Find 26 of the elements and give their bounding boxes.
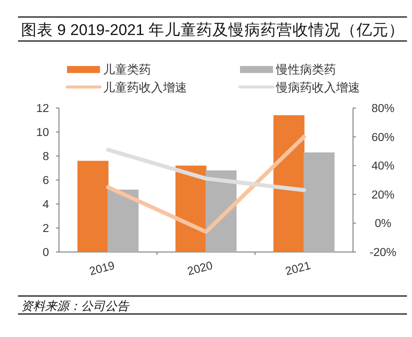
y-tick-label: 0 bbox=[42, 247, 49, 259]
y-tick-label: 12 bbox=[36, 103, 49, 115]
legend-label: 儿童药收入增速 bbox=[103, 80, 187, 94]
y2-tick-label: 0% bbox=[374, 218, 392, 230]
y-tick-label: 4 bbox=[42, 199, 50, 211]
bar bbox=[304, 152, 335, 252]
chart-title: 图表 9 2019-2021 年儿童药及慢病药营收情况（亿元） bbox=[21, 21, 405, 39]
y-tick-label: 2 bbox=[42, 223, 49, 235]
x-tick-label: 2021 bbox=[284, 260, 312, 278]
legend-label: 慢性病类药 bbox=[275, 62, 336, 76]
bar bbox=[273, 115, 304, 252]
y2-tick-label: 60% bbox=[371, 132, 395, 144]
legend-label: 慢病药收入增速 bbox=[275, 80, 360, 94]
x-tick-label: 2019 bbox=[88, 260, 116, 278]
bar bbox=[108, 190, 139, 252]
x-tick-label: 2020 bbox=[186, 260, 214, 278]
y2-tick-label: 80% bbox=[371, 103, 395, 115]
y2-tick-label: 40% bbox=[371, 160, 395, 173]
y2-tick-label: -20% bbox=[370, 247, 396, 259]
y-tick-label: 8 bbox=[42, 151, 49, 163]
legend-label: 儿童类药 bbox=[103, 62, 151, 76]
y-tick-label: 10 bbox=[36, 127, 49, 139]
bar bbox=[77, 160, 108, 252]
text: 资料来源：公司公告 bbox=[21, 299, 130, 313]
y-tick-label: 6 bbox=[42, 175, 49, 187]
y2-tick-label: 20% bbox=[371, 189, 395, 202]
